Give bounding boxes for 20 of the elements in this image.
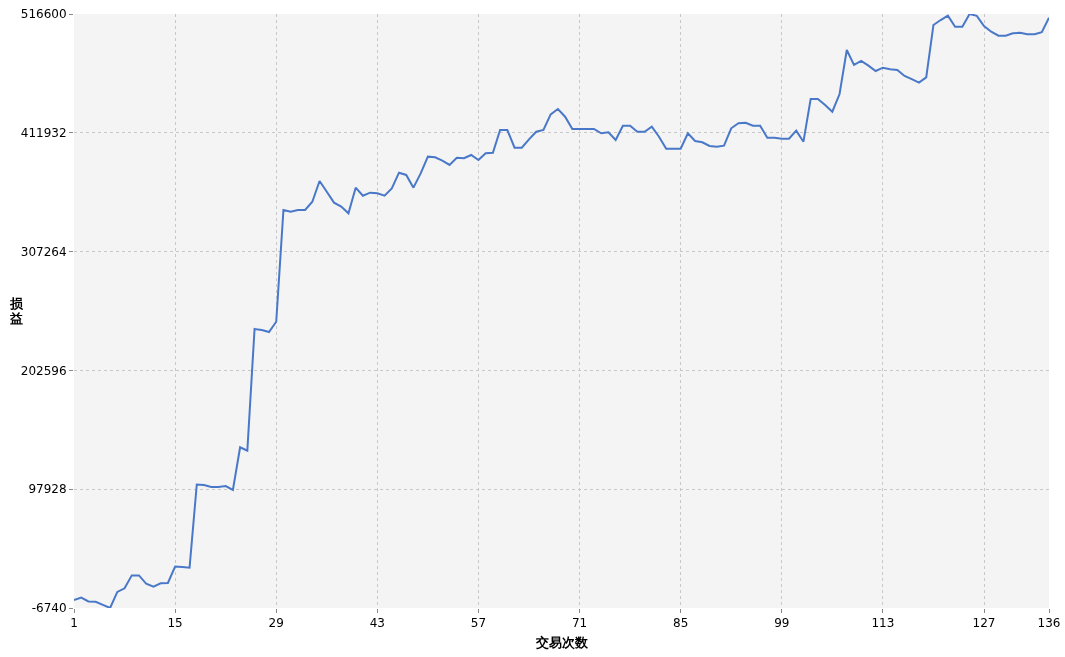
x-tick-label: 15 [167,616,183,631]
x-axis-title: 交易次数 [534,635,589,650]
x-tick-label: 1 [70,616,78,631]
line-series [74,14,1049,608]
y-tick-label: 411932 [20,126,67,140]
x-tick-label: 71 [571,616,588,631]
x-tick-label: 127 [972,616,996,631]
y-tick-label: 516600 [20,7,67,22]
x-tick-label: 99 [774,616,790,631]
x-tick-label: 113 [871,616,895,631]
y-tick-label: 307264 [20,244,67,259]
y-tick-label: -6740 [31,601,67,616]
y-axis-title: 损益 [10,296,23,326]
x-tick-label: 136 [1037,616,1061,631]
x-tick-label: 29 [268,616,284,631]
x-tick-label: 85 [673,616,689,631]
y-tick-label: 202596 [20,363,67,378]
y-tick-label: 97928 [28,482,67,497]
x-tick-label: 43 [369,616,385,631]
x-tick-label: 57 [470,616,487,631]
